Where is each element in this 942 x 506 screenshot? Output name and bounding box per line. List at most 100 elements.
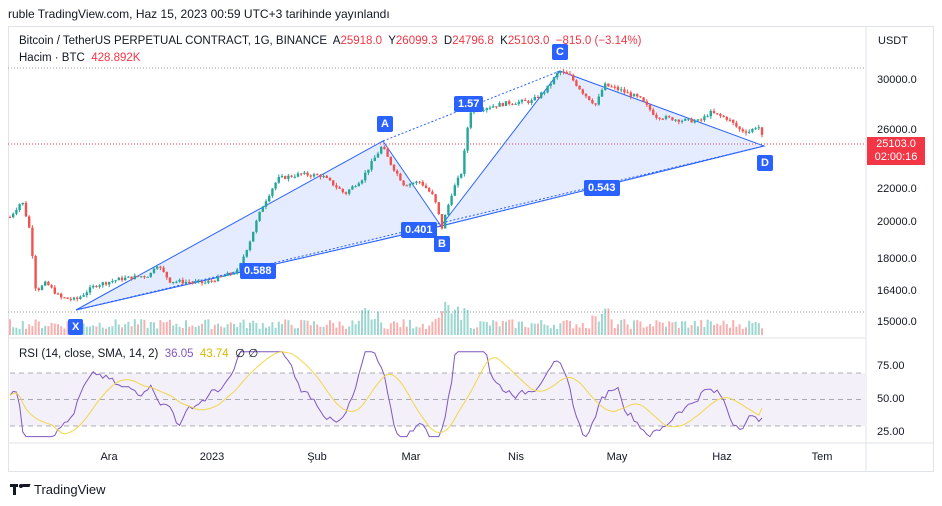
- volume-bar: [223, 327, 226, 335]
- candle-body: [492, 106, 495, 108]
- volume-bar: [412, 328, 415, 335]
- volume-bar: [668, 321, 671, 335]
- volume-bar: [562, 320, 565, 335]
- volume-bar: [268, 326, 271, 335]
- pattern-point-c[interactable]: C: [552, 44, 568, 60]
- chart-panel[interactable]: [8, 26, 934, 472]
- candle-body: [431, 191, 434, 195]
- volume-bar: [153, 322, 155, 335]
- candle-body: [696, 119, 700, 121]
- volume-bar: [37, 321, 40, 335]
- open-value: 25918.0: [340, 35, 383, 47]
- volume-bar: [18, 328, 21, 335]
- volume-bar: [207, 319, 210, 335]
- volume-bar: [335, 327, 338, 335]
- candle-body: [284, 176, 287, 179]
- candle-body: [188, 281, 191, 283]
- candle-body: [127, 276, 130, 278]
- candle-body: [648, 104, 652, 110]
- candle-body: [674, 119, 677, 121]
- volume-bar: [607, 308, 610, 335]
- volume-bar: [370, 319, 373, 335]
- candle-body: [95, 285, 98, 287]
- candle-body: [146, 276, 149, 278]
- volume-bar: [415, 326, 418, 335]
- volume-bar: [610, 319, 613, 335]
- volume-bar: [761, 328, 763, 335]
- candle-body: [85, 292, 88, 296]
- volume-bar: [393, 321, 395, 335]
- pattern-point-b[interactable]: B: [434, 236, 450, 252]
- volume-bar: [95, 326, 98, 335]
- volume-bar: [479, 321, 482, 335]
- volume-bar: [396, 322, 399, 335]
- volume-bar: [447, 305, 450, 335]
- volume-bar: [505, 321, 507, 335]
- candle-body: [591, 100, 594, 104]
- currency-unit[interactable]: USDT: [878, 35, 908, 47]
- volume-bar: [111, 326, 114, 335]
- candle-body: [28, 216, 31, 228]
- candle-body: [536, 97, 540, 99]
- volume-bar: [565, 319, 568, 335]
- candle-body: [386, 149, 389, 157]
- time-tick: May: [606, 451, 628, 463]
- tradingview-footer[interactable]: TradingView: [10, 482, 106, 497]
- volume-bar: [729, 327, 731, 335]
- volume-bar: [508, 319, 511, 335]
- candle-body: [223, 275, 226, 277]
- candle-body: [312, 174, 316, 177]
- volume-bar: [197, 325, 200, 335]
- volume-bar: [684, 321, 687, 335]
- volume-bar: [677, 327, 680, 335]
- candle-body: [236, 269, 239, 274]
- pattern-ratio-line: [440, 145, 765, 227]
- publish-info: ruble TradingView.com, Haz 15, 2023 00:5…: [8, 7, 390, 21]
- volume-bar: [159, 320, 162, 335]
- volume-bar: [492, 320, 495, 335]
- candle-body: [719, 113, 722, 116]
- volume-bar: [434, 319, 437, 335]
- volume-bar: [482, 321, 485, 335]
- pattern-point-d[interactable]: D: [757, 155, 773, 171]
- volume-bar: [489, 325, 491, 335]
- candle-body: [559, 71, 562, 73]
- candle-body: [200, 280, 204, 284]
- volume-bar: [63, 328, 66, 335]
- tradingview-brand: TradingView: [34, 482, 106, 497]
- candle-body: [335, 185, 338, 188]
- volume-bar: [405, 326, 408, 335]
- volume-bar: [265, 327, 267, 335]
- candle-body: [677, 119, 680, 122]
- candle-body: [402, 180, 405, 186]
- candle-body: [184, 281, 188, 284]
- volume-bar: [89, 326, 91, 335]
- price-tick: 30000.0: [877, 74, 917, 86]
- candle-body: [213, 280, 216, 282]
- ratio-xad[interactable]: 0.543: [584, 180, 620, 196]
- ratio-xab[interactable]: 0.588: [240, 263, 276, 279]
- candle-body: [338, 187, 341, 189]
- ratio-bcd[interactable]: 1.57: [454, 96, 484, 112]
- volume-bar: [428, 325, 431, 335]
- volume-bar: [661, 322, 664, 335]
- candle-body: [488, 107, 492, 109]
- volume-bar: [226, 324, 229, 335]
- volume-bar: [201, 323, 203, 335]
- ratio-abc[interactable]: 0.401: [401, 222, 437, 238]
- pattern-point-a[interactable]: A: [377, 116, 393, 132]
- candle-body: [156, 266, 159, 269]
- volume-bar: [597, 321, 600, 335]
- candle-body: [60, 293, 63, 298]
- candle-body: [15, 209, 18, 214]
- volume-bar: [236, 327, 239, 335]
- candle-body: [594, 103, 597, 105]
- time-tick: Şub: [307, 451, 327, 463]
- candle-body: [210, 280, 213, 282]
- pattern-point-x[interactable]: X: [68, 319, 84, 335]
- candle-body: [50, 285, 53, 288]
- candle-body: [98, 285, 101, 287]
- volume-bar: [613, 327, 616, 335]
- volume-bar: [306, 320, 309, 335]
